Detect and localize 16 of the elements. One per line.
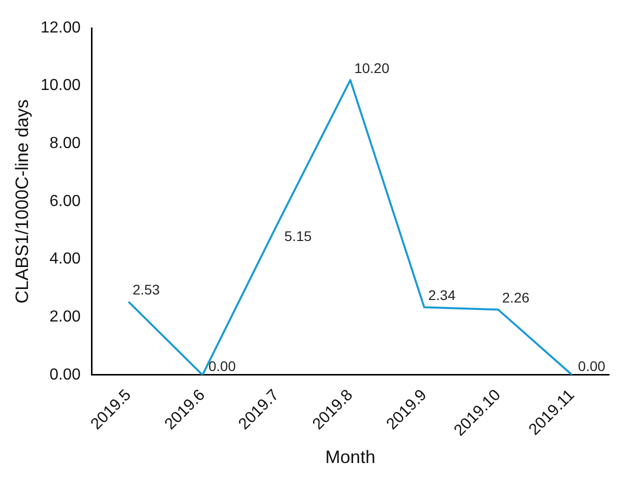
data-label: 0.00: [208, 358, 236, 374]
x-axis-title: Month: [325, 447, 376, 468]
y-tick-label: 10.00: [40, 77, 81, 94]
y-axis-title: CLABS1/1000C-line days: [12, 99, 32, 304]
y-tick-label: 6.00: [50, 192, 81, 210]
y-tick-label: 0.00: [50, 366, 81, 384]
data-label: 2.34: [428, 287, 456, 304]
data-label: 5.15: [284, 228, 312, 244]
y-tick-label: 4.00: [50, 250, 81, 268]
data-label: 0.00: [578, 358, 606, 374]
y-tick-label: 8.00: [50, 135, 81, 152]
y-tick-label: 12.00: [40, 19, 81, 36]
data-label: 2.26: [502, 289, 530, 306]
y-tick-label: 2.00: [50, 308, 81, 326]
data-label: 2.53: [132, 282, 160, 298]
data-label: 10.20: [354, 60, 390, 76]
